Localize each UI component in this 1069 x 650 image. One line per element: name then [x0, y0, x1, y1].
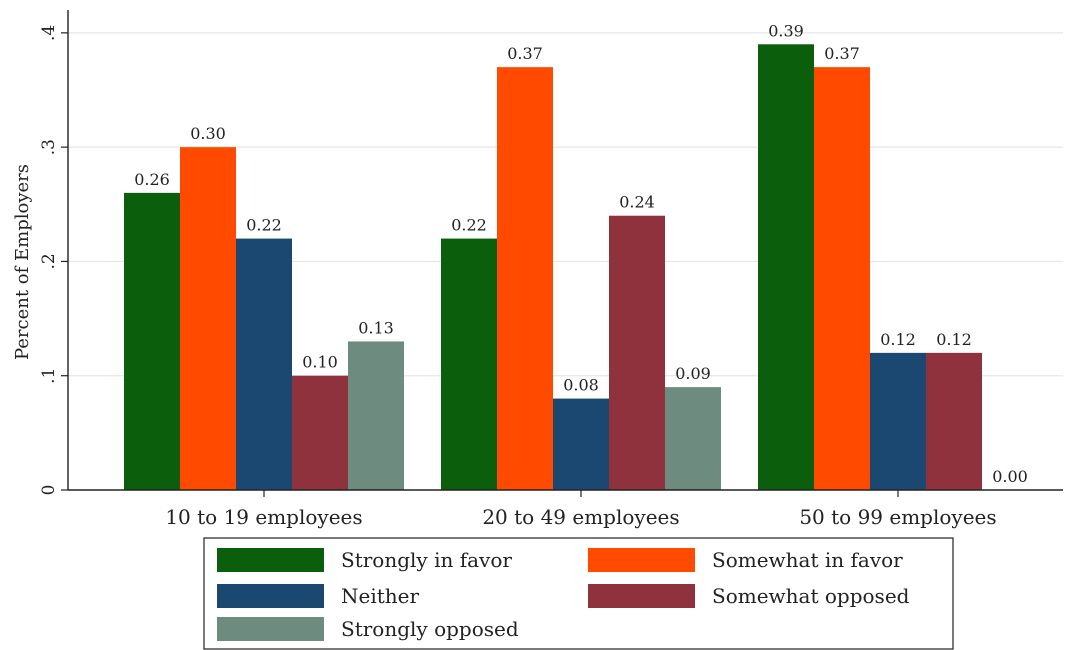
bar-value-label: 0.12	[880, 330, 916, 349]
bar	[292, 375, 348, 490]
y-tick-label: .4	[39, 25, 59, 41]
x-axis-category-labels: 10 to 19 employees 20 to 49 employees 50 t…	[165, 490, 997, 529]
axes	[67, 10, 1063, 491]
legend-swatch	[588, 548, 695, 572]
y-tick-label: .2	[39, 253, 59, 269]
legend-swatch	[217, 617, 324, 641]
x-category-label: 50 to 99 employees	[799, 505, 996, 529]
bar-value-label: 0.37	[507, 44, 543, 63]
bar-value-label: 0.09	[675, 364, 711, 383]
legend-swatch	[588, 584, 695, 608]
x-category-label: 20 to 49 employees	[482, 505, 679, 529]
bar-value-label: 0.39	[768, 21, 804, 40]
bar-value-label: 0.30	[190, 124, 226, 143]
legend-entry-label: Strongly in favor	[341, 548, 512, 572]
bar	[665, 387, 721, 490]
bar	[441, 238, 497, 490]
y-tick-label: 0	[39, 485, 59, 496]
bar-value-label: 0.10	[302, 353, 338, 372]
bar	[814, 67, 870, 491]
y-tick-label: .1	[39, 368, 59, 384]
y-axis-label: Percent of Employers	[12, 164, 33, 360]
bar-value-label: 0.00	[992, 467, 1028, 486]
bar-value-label: 0.13	[358, 318, 394, 337]
y-axis-ticks: 0 .1 .2 .3 .4	[39, 25, 68, 496]
legend-entry-label: Strongly opposed	[341, 617, 519, 641]
bar	[758, 44, 814, 491]
bar-value-label: 0.12	[936, 330, 972, 349]
bar	[609, 215, 665, 490]
bar-value-label: 0.24	[619, 193, 655, 212]
legend-entry-label: Neither	[341, 584, 419, 608]
bar-value-label: 0.22	[451, 216, 487, 235]
bar	[553, 398, 609, 490]
y-tick-label: .3	[39, 139, 59, 155]
legend-swatch	[217, 584, 324, 608]
bar	[124, 192, 180, 490]
bar	[497, 67, 553, 491]
bar	[180, 147, 236, 490]
bar-value-labels: 0.26 0.30 0.22 0.10 0.13 0.22 0.37 0.08 0.24 0.09…	[134, 21, 1028, 486]
legend-swatch	[217, 548, 324, 572]
bar	[348, 341, 404, 490]
bars	[124, 44, 982, 491]
bar	[870, 352, 926, 490]
bar-value-label: 0.08	[563, 376, 599, 395]
bar-value-label: 0.26	[134, 170, 170, 189]
bar-value-label: 0.37	[824, 44, 860, 63]
legend: Strongly in favor Somewhat in favor Neithe…	[203, 537, 954, 650]
bar	[926, 352, 982, 490]
legend-box	[203, 537, 954, 650]
legend-entry-label: Somewhat opposed	[712, 584, 910, 608]
x-category-label: 10 to 19 employees	[165, 505, 362, 529]
bar-value-label: 0.22	[246, 216, 282, 235]
legend-entry-label: Somewhat in favor	[712, 548, 903, 572]
bar	[236, 238, 292, 490]
